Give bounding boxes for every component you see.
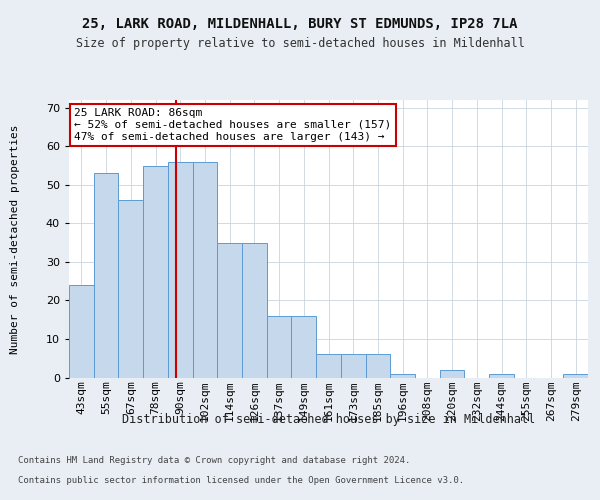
Bar [489,374,514,378]
Text: Distribution of semi-detached houses by size in Mildenhall: Distribution of semi-detached houses by … [122,412,535,426]
Bar [365,354,390,378]
Text: Contains public sector information licensed under the Open Government Licence v3: Contains public sector information licen… [18,476,464,485]
Y-axis label: Number of semi-detached properties: Number of semi-detached properties [10,124,20,354]
Bar [341,354,365,378]
Bar [217,242,242,378]
Bar [193,162,217,378]
Bar [168,162,193,378]
Text: 25 LARK ROAD: 86sqm
← 52% of semi-detached houses are smaller (157)
47% of semi-: 25 LARK ROAD: 86sqm ← 52% of semi-detach… [74,108,391,142]
Bar [69,285,94,378]
Text: Size of property relative to semi-detached houses in Mildenhall: Size of property relative to semi-detach… [76,38,524,51]
Bar [390,374,415,378]
Bar [118,200,143,378]
Bar [143,166,168,378]
Bar [292,316,316,378]
Bar [267,316,292,378]
Bar [316,354,341,378]
Bar [94,173,118,378]
Bar [242,242,267,378]
Text: 25, LARK ROAD, MILDENHALL, BURY ST EDMUNDS, IP28 7LA: 25, LARK ROAD, MILDENHALL, BURY ST EDMUN… [82,18,518,32]
Bar [563,374,588,378]
Text: Contains HM Land Registry data © Crown copyright and database right 2024.: Contains HM Land Registry data © Crown c… [18,456,410,465]
Bar [440,370,464,378]
